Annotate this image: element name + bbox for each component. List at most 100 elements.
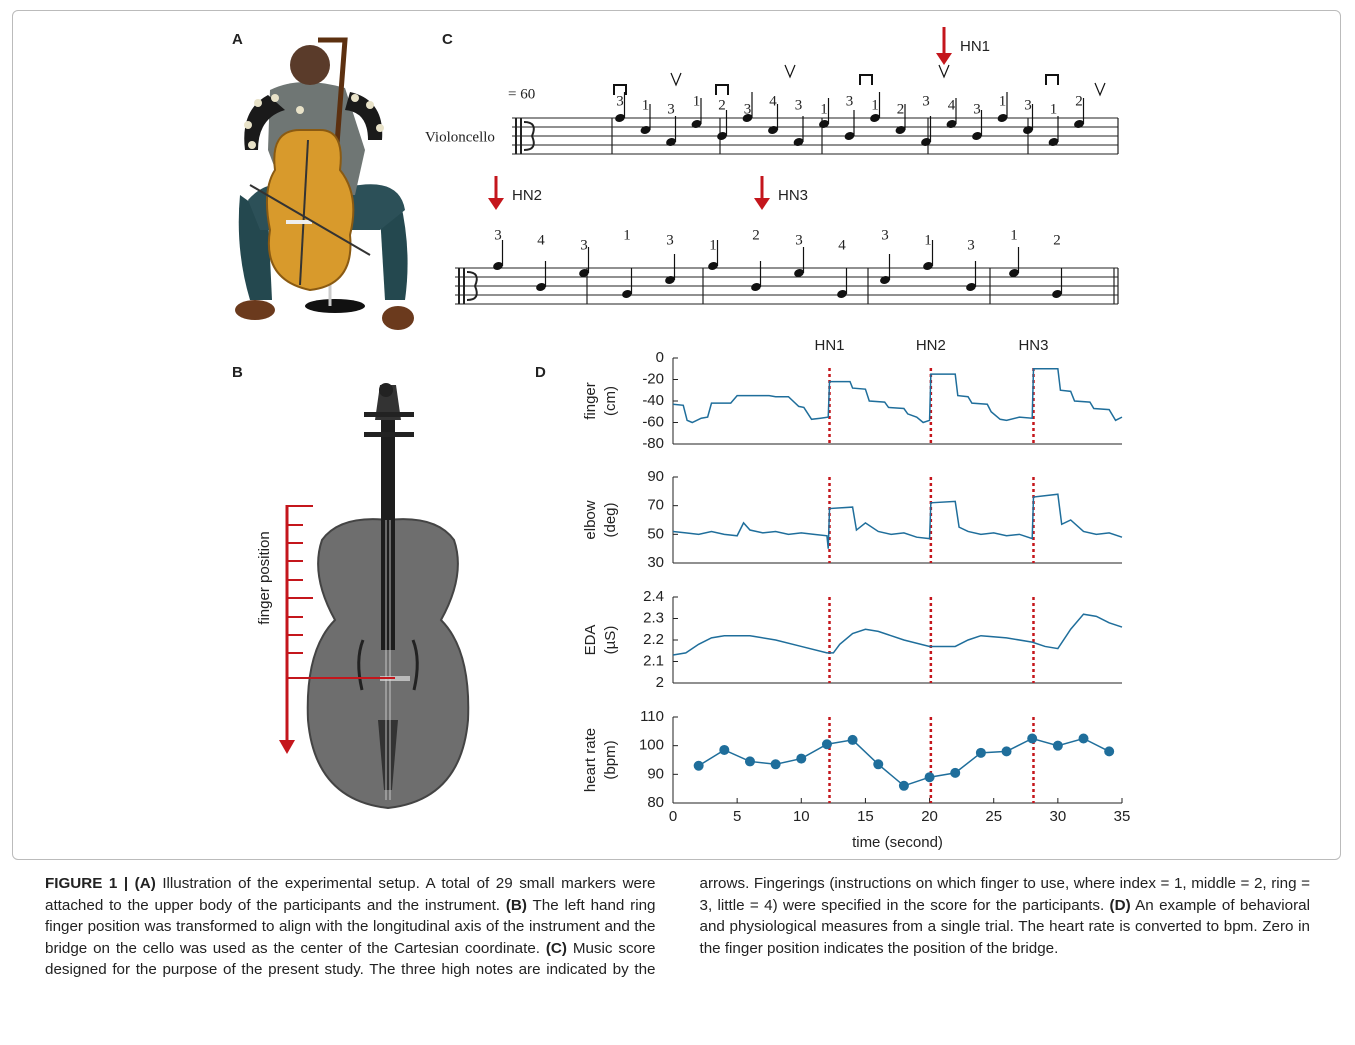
data-point bbox=[1001, 746, 1012, 757]
y-tick-label: 2.4 bbox=[643, 588, 664, 605]
fingering: 4 bbox=[838, 237, 846, 253]
y-axis-label: heart rate bbox=[582, 728, 599, 792]
y-tick-label: 80 bbox=[647, 794, 664, 811]
fingering: 3 bbox=[616, 93, 624, 109]
clef bbox=[515, 118, 535, 154]
note-head bbox=[972, 132, 982, 140]
note-head bbox=[666, 138, 676, 146]
x-tick-label: 30 bbox=[1050, 808, 1067, 825]
y-tick-label: 50 bbox=[647, 525, 664, 542]
note-head bbox=[1074, 120, 1084, 128]
panel-label: D bbox=[535, 364, 546, 381]
note-head bbox=[1023, 126, 1033, 134]
note-head bbox=[870, 114, 880, 122]
y-axis-label: finger bbox=[582, 382, 599, 420]
fingering: 3 bbox=[1024, 97, 1032, 113]
fingering: 3 bbox=[795, 97, 803, 113]
note-head bbox=[921, 138, 931, 146]
figure-caption: FIGURE 1 | (A) Illustration of the exper… bbox=[45, 873, 1310, 981]
note-head bbox=[536, 283, 546, 291]
fingering: 2 bbox=[752, 227, 760, 243]
fingering: 3 bbox=[973, 101, 981, 117]
bow-mark bbox=[1094, 82, 1106, 97]
x-tick-label: 35 bbox=[1114, 808, 1131, 825]
caption-label: (C) bbox=[545, 939, 567, 957]
event-label: HN3 bbox=[1018, 337, 1048, 354]
y-tick-label: 2 bbox=[656, 674, 664, 691]
bow-mark bbox=[670, 72, 682, 87]
y-tick-label: 30 bbox=[647, 554, 664, 571]
note-head bbox=[819, 120, 829, 128]
caption-text: An example of behavioral and physiologic… bbox=[699, 896, 1311, 957]
fingering: 4 bbox=[537, 232, 545, 248]
x-tick-label: 25 bbox=[985, 808, 1002, 825]
data-point bbox=[1027, 733, 1038, 744]
y-tick-label: -40 bbox=[642, 392, 664, 409]
finger-position-label: finger position bbox=[256, 531, 273, 624]
y-tick-label: -20 bbox=[642, 370, 664, 387]
data-line bbox=[672, 368, 1123, 424]
note-head bbox=[615, 114, 625, 122]
note-head bbox=[895, 126, 906, 134]
panel-labels: A B C D bbox=[232, 31, 546, 381]
note-head bbox=[997, 114, 1008, 122]
tempo-mark: = 60 bbox=[508, 86, 535, 102]
caption-label: FIGURE 1 | (A) bbox=[45, 875, 156, 892]
fingering: 3 bbox=[922, 93, 930, 109]
caption-label: (D) bbox=[1109, 896, 1131, 914]
bow-mark bbox=[613, 84, 627, 95]
fingering: 1 bbox=[999, 93, 1007, 109]
y-tick-label: 0 bbox=[656, 349, 664, 366]
y-axis-label: elbow bbox=[582, 500, 599, 539]
data-line bbox=[672, 613, 1123, 656]
bow-mark bbox=[784, 64, 796, 79]
y-axis-label: (bpm) bbox=[602, 740, 619, 779]
caption-text: The left hand ring finger position was t… bbox=[45, 896, 656, 957]
data-point bbox=[744, 756, 755, 767]
note-head bbox=[751, 283, 761, 291]
data-point bbox=[693, 760, 704, 771]
fingering: 4 bbox=[948, 97, 956, 113]
bow-mark bbox=[1045, 74, 1059, 85]
note-head bbox=[493, 262, 503, 270]
y-axis-label: (µS) bbox=[602, 626, 619, 655]
fingering: 2 bbox=[1075, 93, 1083, 109]
fingering: 3 bbox=[744, 101, 752, 117]
fingering: 3 bbox=[580, 237, 588, 253]
fingering: 1 bbox=[820, 101, 828, 117]
instrument-label: Violoncello bbox=[425, 129, 495, 145]
fingering: 3 bbox=[967, 237, 975, 253]
note-head bbox=[691, 120, 702, 128]
data-point bbox=[719, 744, 730, 755]
note-head bbox=[844, 132, 855, 140]
figure-frame bbox=[12, 10, 1341, 860]
caption-text: Illustration of the experimental setup. … bbox=[45, 875, 656, 914]
music-score: 3 1 3 1 2 3 4 3 1 3 1 2 3 4 3 1 3 1 2 3 4 3 1 3 1 2 3 4 3 1 3 1 2 HN1 HN2 H… bbox=[455, 27, 1119, 305]
data-point bbox=[924, 772, 935, 783]
note-head bbox=[793, 138, 804, 146]
note-head bbox=[966, 283, 976, 291]
y-tick-label: 90 bbox=[647, 765, 664, 782]
y-tick-label: 110 bbox=[640, 708, 664, 725]
note-head bbox=[742, 114, 753, 122]
note-head bbox=[768, 126, 778, 134]
note-head bbox=[665, 276, 675, 284]
data-point bbox=[821, 739, 832, 750]
clef bbox=[458, 268, 478, 304]
y-axis-label: EDA bbox=[582, 625, 599, 656]
note-head bbox=[880, 276, 890, 284]
data-point bbox=[796, 753, 807, 764]
fingering: 2 bbox=[718, 97, 726, 113]
note-head bbox=[837, 290, 847, 298]
fingering: 3 bbox=[494, 227, 502, 243]
y-tick-label: -60 bbox=[642, 413, 664, 430]
y-axis-label: (deg) bbox=[602, 502, 619, 537]
fingering: 1 bbox=[709, 237, 717, 253]
note-head bbox=[622, 290, 632, 298]
y-axis-label: (cm) bbox=[602, 386, 619, 416]
note-head bbox=[717, 132, 727, 140]
note-head bbox=[946, 120, 957, 128]
data-line bbox=[672, 493, 1123, 549]
cello-drawing bbox=[279, 383, 470, 810]
